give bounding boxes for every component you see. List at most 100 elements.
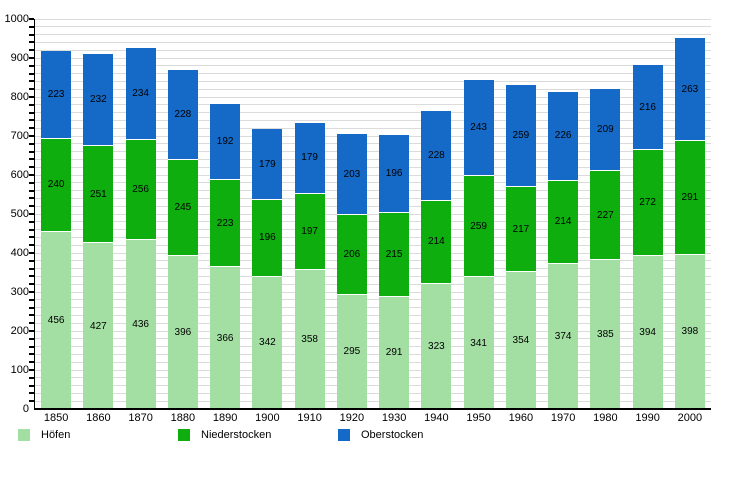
- x-axis-tick-label: 1940: [424, 412, 449, 424]
- y-axis-tick: [29, 283, 34, 286]
- gridline: [35, 400, 711, 402]
- gridline: [35, 283, 711, 285]
- bar-segment-oberstocken: 234: [125, 47, 156, 140]
- bar-segment-oberstocken: 259: [505, 85, 536, 187]
- y-axis-tick: [29, 150, 34, 153]
- bar-value-label: 295: [343, 346, 361, 358]
- gridline: [35, 260, 711, 262]
- bar-slot: 259 217 354: [500, 85, 542, 409]
- y-axis-tick: [29, 174, 34, 176]
- bar-value-label: 291: [681, 192, 699, 204]
- bar-value-label: 203: [343, 168, 361, 180]
- y-axis-tick-label: 700: [10, 130, 29, 142]
- bar-segment-niederstocken: 217: [505, 186, 536, 271]
- bar-1900: 179 196 342: [252, 129, 283, 409]
- bar-value-label: 234: [132, 88, 149, 100]
- bar-value-label: 245: [174, 201, 192, 213]
- gridline: [35, 346, 711, 348]
- bar-value-label: 427: [90, 320, 107, 332]
- y-axis-tick-label: 100: [10, 364, 29, 376]
- gridline: [35, 104, 711, 106]
- gridline: [35, 385, 711, 387]
- bar-value-label: 394: [639, 327, 656, 339]
- gridline: [35, 41, 711, 43]
- y-axis-tick: [29, 298, 34, 301]
- y-axis-tick: [29, 158, 34, 161]
- bar-1980: 209 227 385: [590, 88, 621, 409]
- gridline: [35, 80, 711, 82]
- x-axis-tick-label: 1880: [170, 412, 196, 424]
- bar-2000: 263 291 398: [674, 37, 705, 409]
- bar-segment-niederstocken: 245: [167, 159, 198, 255]
- bars-container: 223 240 456 232 251 427 234 256 436 228 245 396 192 2…: [35, 19, 711, 409]
- bar-slot: 263 291 398: [669, 37, 711, 409]
- gridline: [35, 135, 711, 137]
- gridline: [35, 377, 711, 379]
- bar-segment-oberstocken: 196: [379, 135, 410, 212]
- bar-value-label: 217: [512, 223, 530, 235]
- bar-segment-niederstocken: 214: [421, 199, 452, 284]
- bar-value-label: 323: [428, 341, 445, 353]
- y-axis-tick: [29, 228, 34, 231]
- bar-value-label: 456: [47, 315, 65, 327]
- bar-segment-höfen: 341: [463, 276, 494, 409]
- gridline: [35, 213, 711, 215]
- gridline: [35, 112, 711, 114]
- bar-1940: 228 214 323: [421, 110, 452, 409]
- y-axis-tick: [29, 135, 34, 137]
- bar-value-label: 398: [681, 326, 699, 338]
- bar-value-label: 196: [385, 167, 403, 179]
- y-axis-tick: [29, 337, 34, 340]
- y-axis-tick: [29, 291, 34, 293]
- bar-segment-oberstocken: 192: [210, 104, 241, 180]
- gridline: [35, 314, 711, 316]
- legend-item-oberstocken: Oberstocken: [338, 429, 423, 441]
- y-axis-tick: [29, 353, 34, 356]
- legend-label-oberstocken: Oberstocken: [361, 429, 424, 441]
- gridline: [35, 174, 711, 176]
- gridline: [35, 166, 711, 168]
- bar-segment-niederstocken: 251: [83, 144, 114, 243]
- y-axis-line: [34, 19, 35, 410]
- x-axis-tick-label: 1990: [635, 412, 660, 424]
- bar-segment-niederstocken: 272: [632, 149, 663, 256]
- bar-value-label: 223: [47, 88, 65, 100]
- gridline: [35, 18, 711, 20]
- bar-value-label: 228: [174, 109, 192, 121]
- bar-segment-höfen: 323: [421, 283, 452, 409]
- bar-value-label: 396: [174, 326, 192, 338]
- bar-value-label: 209: [597, 124, 614, 136]
- y-axis-tick: [29, 244, 34, 247]
- y-axis-tick: [29, 314, 34, 317]
- bar-slot: 192 223 366: [204, 104, 246, 409]
- bar-1920: 203 206 295: [336, 134, 367, 409]
- x-axis-tick-label: 1960: [508, 412, 534, 424]
- bar-value-label: 436: [132, 318, 149, 330]
- x-axis-tick-label: 1930: [381, 412, 407, 424]
- bar-segment-oberstocken: 243: [463, 80, 494, 176]
- y-axis-tick-label: 0: [22, 403, 29, 415]
- y-axis-tick: [29, 88, 34, 91]
- bar-1930: 196 215 291: [379, 135, 410, 409]
- bar-segment-oberstocken: 179: [294, 122, 325, 193]
- bar-segment-höfen: 291: [379, 295, 410, 409]
- bar-value-label: 216: [639, 101, 656, 113]
- gridline: [35, 88, 711, 90]
- x-axis-tick-label: 1890: [212, 412, 238, 424]
- bar-value-label: 256: [132, 184, 149, 196]
- y-axis-tick: [29, 400, 34, 403]
- bar-slot: 209 227 385: [584, 88, 626, 409]
- gridline: [35, 307, 711, 309]
- x-axis-line: [34, 408, 711, 410]
- bar-value-label: 206: [343, 248, 361, 260]
- gridline: [35, 127, 711, 129]
- y-axis-tick: [29, 111, 34, 114]
- bar-1910: 179 197 358: [294, 122, 325, 409]
- bar-value-label: 196: [259, 232, 276, 244]
- gridline: [35, 73, 711, 75]
- gridline: [35, 299, 711, 301]
- gridline: [35, 353, 711, 355]
- bar-value-label: 192: [216, 136, 234, 148]
- bar-value-label: 342: [259, 337, 276, 349]
- bar-1960: 259 217 354: [505, 85, 536, 409]
